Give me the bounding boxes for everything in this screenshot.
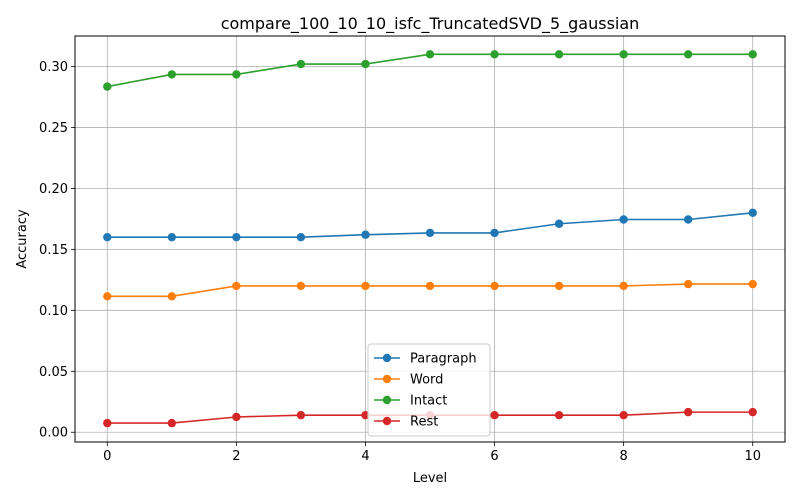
y-axis-label: Accuracy [15, 209, 30, 269]
x-tick-label: 2 [232, 449, 240, 464]
data-point-paragraph [490, 228, 499, 238]
data-point-rest [167, 418, 177, 428]
data-point-rest [748, 407, 757, 417]
data-point-word [683, 279, 693, 289]
series-intact [103, 50, 757, 91]
data-point-word [232, 281, 241, 291]
legend-marker [382, 374, 392, 384]
legend-label: Paragraph [410, 352, 477, 367]
data-point-word [167, 292, 177, 301]
legend-label: Intact [410, 394, 447, 409]
series-paragraph [103, 208, 757, 242]
legend-item-paragraph: Paragraph [374, 352, 477, 367]
data-point-word [103, 292, 112, 301]
data-point-word [425, 281, 435, 291]
data-point-word [490, 281, 499, 291]
data-point-paragraph [232, 232, 241, 242]
data-point-intact [748, 50, 757, 59]
legend-item-word: Word [374, 373, 443, 388]
x-tick-label: 0 [103, 449, 111, 464]
legend-item-intact: Intact [374, 394, 447, 409]
y-tick-label: 0.25 [39, 121, 68, 136]
data-point-rest [554, 410, 564, 420]
data-point-intact [232, 70, 241, 79]
ticks: 0 2 4 6 8 10 0.00 0.05 0.10 0.15 0.20 0.25 0.30 [39, 60, 761, 464]
data-point-intact [683, 50, 693, 59]
legend-marker [382, 395, 392, 405]
data-point-rest [296, 410, 306, 420]
data-point-word [554, 281, 564, 291]
data-point-word [748, 279, 757, 289]
data-point-intact [490, 50, 499, 59]
data-point-rest [619, 410, 628, 420]
data-point-intact [296, 59, 306, 69]
x-tick-label: 6 [490, 449, 498, 464]
data-point-intact [361, 59, 370, 69]
legend-box [367, 343, 491, 437]
data-point-rest [490, 410, 499, 420]
y-tick-label: 0.20 [39, 182, 68, 197]
y-tick-label: 0.00 [39, 426, 68, 441]
data-point-paragraph [167, 232, 177, 242]
x-axis-label: Level [413, 471, 447, 486]
data-point-intact [103, 82, 112, 91]
data-point-rest [683, 407, 693, 417]
chart-title: compare_100_10_10_isfc_TruncatedSVD_5_ga… [221, 14, 640, 34]
data-point-intact [619, 50, 628, 59]
legend-item-rest: Rest [374, 415, 438, 430]
data-point-paragraph [361, 230, 370, 239]
legend: Paragraph Word Intact Rest [367, 343, 491, 437]
y-tick-label: 0.10 [39, 304, 68, 319]
data-point-word [361, 281, 370, 291]
data-point-paragraph [619, 215, 628, 224]
data-point-paragraph [425, 228, 435, 238]
x-tick-label: 10 [744, 449, 761, 464]
data-point-paragraph [748, 208, 757, 217]
grid [75, 36, 785, 442]
legend-marker [382, 353, 392, 363]
legend-label: Rest [410, 415, 438, 430]
data-point-rest [232, 412, 241, 422]
data-point-paragraph [554, 219, 564, 228]
plot-area-frame [74, 35, 786, 443]
data-point-word [619, 281, 628, 291]
legend-label: Word [410, 373, 443, 388]
data-point-paragraph [683, 215, 693, 224]
data-point-word [296, 281, 306, 291]
x-tick-label: 8 [619, 449, 627, 464]
y-tick-label: 0.05 [39, 365, 68, 380]
y-tick-label: 0.15 [39, 243, 68, 258]
y-tick-label: 0.30 [39, 60, 68, 75]
data-point-paragraph [103, 232, 112, 242]
data-point-intact [425, 50, 435, 59]
series-word [103, 279, 757, 301]
data-point-intact [554, 50, 564, 59]
data-point-rest [103, 418, 112, 428]
legend-marker [382, 416, 392, 426]
data-point-paragraph [296, 232, 306, 242]
data-point-intact [167, 70, 177, 79]
x-tick-label: 4 [361, 449, 369, 464]
